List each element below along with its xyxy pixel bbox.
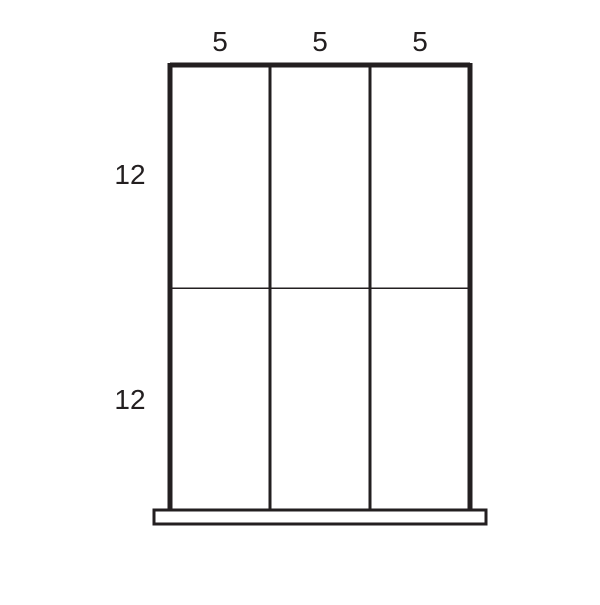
top-dim-1: 5 xyxy=(206,28,234,56)
left-dim-2: 12 xyxy=(108,386,152,414)
diagram-canvas: 5 5 5 12 12 xyxy=(0,0,600,600)
grid-svg xyxy=(0,0,600,600)
top-dim-3: 5 xyxy=(406,28,434,56)
base-rect xyxy=(154,510,486,524)
top-dim-2: 5 xyxy=(306,28,334,56)
left-dim-1: 12 xyxy=(108,161,152,189)
